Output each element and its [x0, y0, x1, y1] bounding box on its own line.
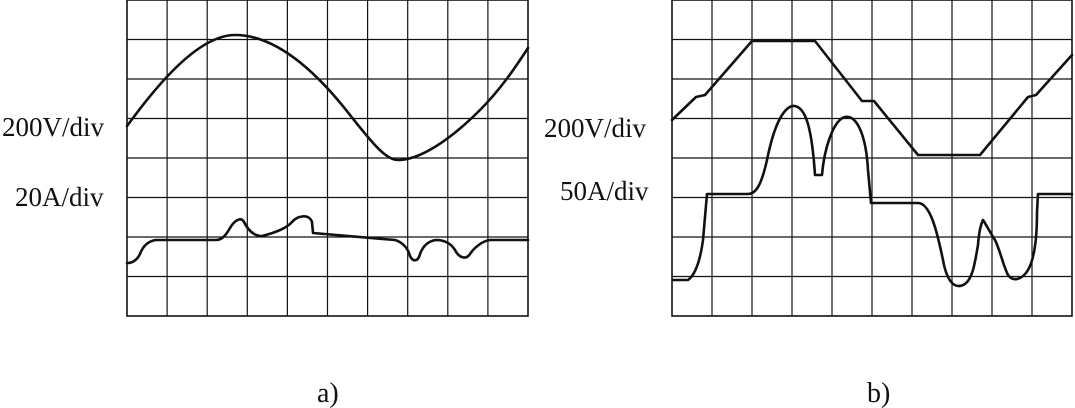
panel-a-caption: a) [317, 378, 339, 408]
panel-b-grid [672, 0, 1072, 316]
panel-a-grid [127, 0, 528, 316]
panel-a-current-scale: 20A/div [15, 182, 104, 212]
panel-b-current-scale: 50A/div [560, 176, 649, 206]
panel-b: 200V/div 50A/div b) [544, 0, 1074, 408]
panel-b-frame [671, 0, 1073, 317]
panel-b-caption: b) [867, 378, 890, 408]
panel-b-voltage-trace [670, 39, 1074, 157]
panel-a-current-trace [125, 215, 530, 265]
panel-b-voltage-scale: 200V/div [544, 113, 647, 143]
panel-a: 200V/div 20A/div a) [2, 0, 530, 408]
panel-a-frame [126, 0, 529, 317]
panel-a-voltage-trace [125, 33, 530, 162]
panel-b-current-trace [671, 104, 1074, 288]
panel-a-voltage-scale: 200V/div [2, 112, 105, 142]
